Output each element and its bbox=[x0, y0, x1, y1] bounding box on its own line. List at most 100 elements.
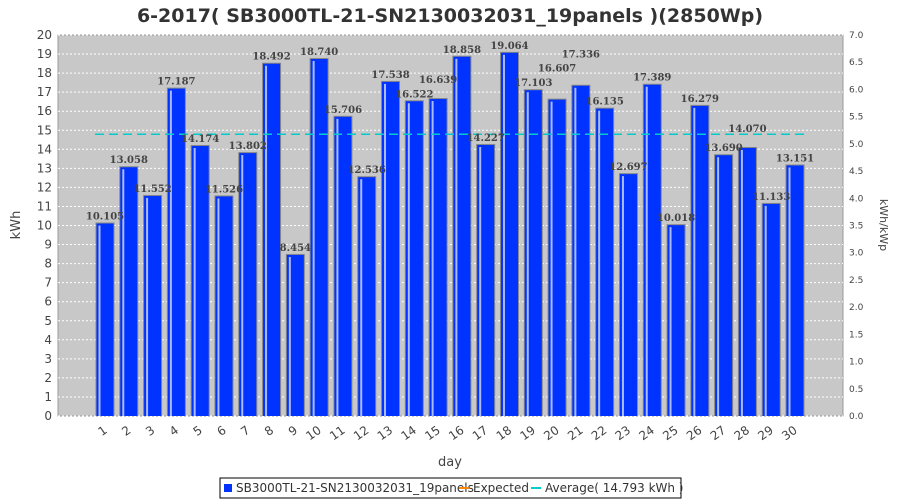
bar-highlight bbox=[550, 101, 553, 416]
data-label: 18.492 bbox=[252, 52, 290, 63]
y-tick-label: 8 bbox=[44, 257, 52, 271]
data-label: 10.018 bbox=[657, 213, 695, 224]
bar bbox=[786, 165, 804, 416]
data-label: 17.538 bbox=[371, 70, 409, 81]
data-label: 12.697 bbox=[609, 162, 647, 173]
bar-highlight bbox=[312, 61, 315, 417]
y2-tick-label: 2.0 bbox=[849, 303, 864, 313]
data-label: 13.151 bbox=[776, 153, 814, 164]
data-label: 11.552 bbox=[133, 184, 171, 195]
data-label: 13.690 bbox=[704, 143, 742, 154]
y-tick-label: 19 bbox=[37, 47, 52, 61]
y2-tick-label: 6.5 bbox=[849, 58, 863, 68]
bar-highlight bbox=[502, 54, 505, 416]
bar bbox=[263, 63, 281, 416]
x-tick-label: 10 bbox=[303, 423, 324, 443]
x-tick-label: 29 bbox=[755, 423, 776, 443]
x-tick-label: 8 bbox=[262, 423, 276, 439]
bar bbox=[358, 177, 376, 416]
bar-highlight bbox=[693, 107, 696, 417]
bar bbox=[691, 105, 709, 417]
x-tick-label: 21 bbox=[565, 423, 586, 443]
bar-highlight bbox=[265, 65, 268, 416]
data-label: 14.070 bbox=[728, 124, 766, 135]
legend-swatch-average bbox=[531, 487, 541, 489]
y-tick-label: 16 bbox=[37, 104, 52, 118]
y2-tick-label: 4.5 bbox=[849, 167, 863, 177]
data-label: 10.105 bbox=[86, 211, 124, 222]
bar-highlight bbox=[384, 83, 387, 417]
bar bbox=[167, 88, 185, 416]
y-tick-label: 0 bbox=[44, 409, 52, 423]
x-tick-label: 3 bbox=[143, 423, 157, 439]
x-tick-label: 28 bbox=[732, 423, 753, 443]
x-tick-label: 7 bbox=[238, 423, 252, 439]
bar-highlight bbox=[479, 146, 482, 416]
x-tick-label: 2 bbox=[119, 423, 133, 439]
bar-highlight bbox=[455, 58, 458, 417]
x-tick-label: 27 bbox=[708, 423, 729, 443]
y-tick-label: 1 bbox=[44, 390, 52, 404]
y-tick-label: 9 bbox=[44, 238, 52, 252]
data-label: 18.858 bbox=[443, 45, 481, 56]
x-axis-label: day bbox=[438, 455, 462, 470]
data-label: 16.639 bbox=[419, 75, 457, 86]
bar bbox=[453, 56, 471, 417]
x-tick-label: 14 bbox=[398, 423, 419, 443]
bar-highlight bbox=[598, 110, 601, 417]
y2-tick-label: 3.5 bbox=[849, 222, 863, 232]
bar-highlight bbox=[122, 169, 125, 416]
x-tick-label: 25 bbox=[660, 423, 681, 443]
data-label: 15.706 bbox=[324, 105, 362, 116]
legend-swatch-production bbox=[224, 484, 232, 492]
y2-tick-label: 1.0 bbox=[849, 358, 864, 368]
x-tick-label: 30 bbox=[779, 423, 800, 443]
x-tick-label: 12 bbox=[351, 423, 372, 443]
legend-swatch-expected bbox=[459, 487, 469, 489]
x-tick-label: 18 bbox=[494, 423, 515, 443]
data-label: 16.279 bbox=[681, 94, 719, 105]
bar bbox=[144, 195, 162, 416]
bar bbox=[762, 203, 780, 416]
bar bbox=[191, 145, 209, 417]
bar bbox=[667, 225, 685, 416]
data-label: 19.064 bbox=[490, 41, 528, 52]
y-tick-label: 11 bbox=[37, 199, 52, 213]
data-label: 13.058 bbox=[110, 155, 148, 166]
data-label: 17.389 bbox=[633, 73, 671, 84]
bar-highlight bbox=[526, 92, 529, 416]
bar-highlight bbox=[146, 197, 149, 416]
data-label: 11.133 bbox=[752, 192, 790, 203]
data-label: 8.454 bbox=[280, 243, 311, 254]
legend-average: Average( 14.793 kWh ) bbox=[545, 481, 684, 495]
y2-tick-label: 0.0 bbox=[849, 412, 864, 422]
bar bbox=[334, 116, 352, 417]
bar bbox=[643, 84, 661, 416]
bar bbox=[524, 90, 542, 416]
y-tick-label: 20 bbox=[37, 28, 52, 42]
bar bbox=[310, 59, 328, 417]
bar-highlight bbox=[764, 205, 767, 416]
data-label: 13.802 bbox=[229, 141, 267, 152]
data-label: 16.522 bbox=[395, 89, 433, 100]
y-tick-label: 6 bbox=[44, 295, 52, 309]
y-tick-label: 14 bbox=[37, 142, 52, 156]
x-tick-label: 22 bbox=[589, 423, 610, 443]
y2-tick-label: 2.5 bbox=[849, 276, 863, 286]
data-label: 14.174 bbox=[181, 134, 219, 145]
x-tick-label: 9 bbox=[286, 423, 300, 439]
legend-expected: Expected bbox=[473, 481, 529, 495]
y-tick-label: 18 bbox=[37, 66, 52, 80]
bar-highlight bbox=[288, 256, 291, 416]
bar bbox=[382, 81, 400, 417]
x-tick-label: 5 bbox=[191, 423, 205, 439]
x-tick-label: 23 bbox=[613, 423, 634, 443]
x-tick-label: 20 bbox=[541, 423, 562, 443]
bar-highlight bbox=[740, 149, 743, 417]
y-tick-label: 3 bbox=[44, 352, 52, 366]
y2-tick-label: 5.0 bbox=[849, 140, 864, 150]
y-tick-label: 10 bbox=[37, 219, 52, 233]
legend-production: SB3000TL-21-SN2130032031_19panels bbox=[236, 481, 474, 495]
bar-highlight bbox=[717, 157, 720, 416]
